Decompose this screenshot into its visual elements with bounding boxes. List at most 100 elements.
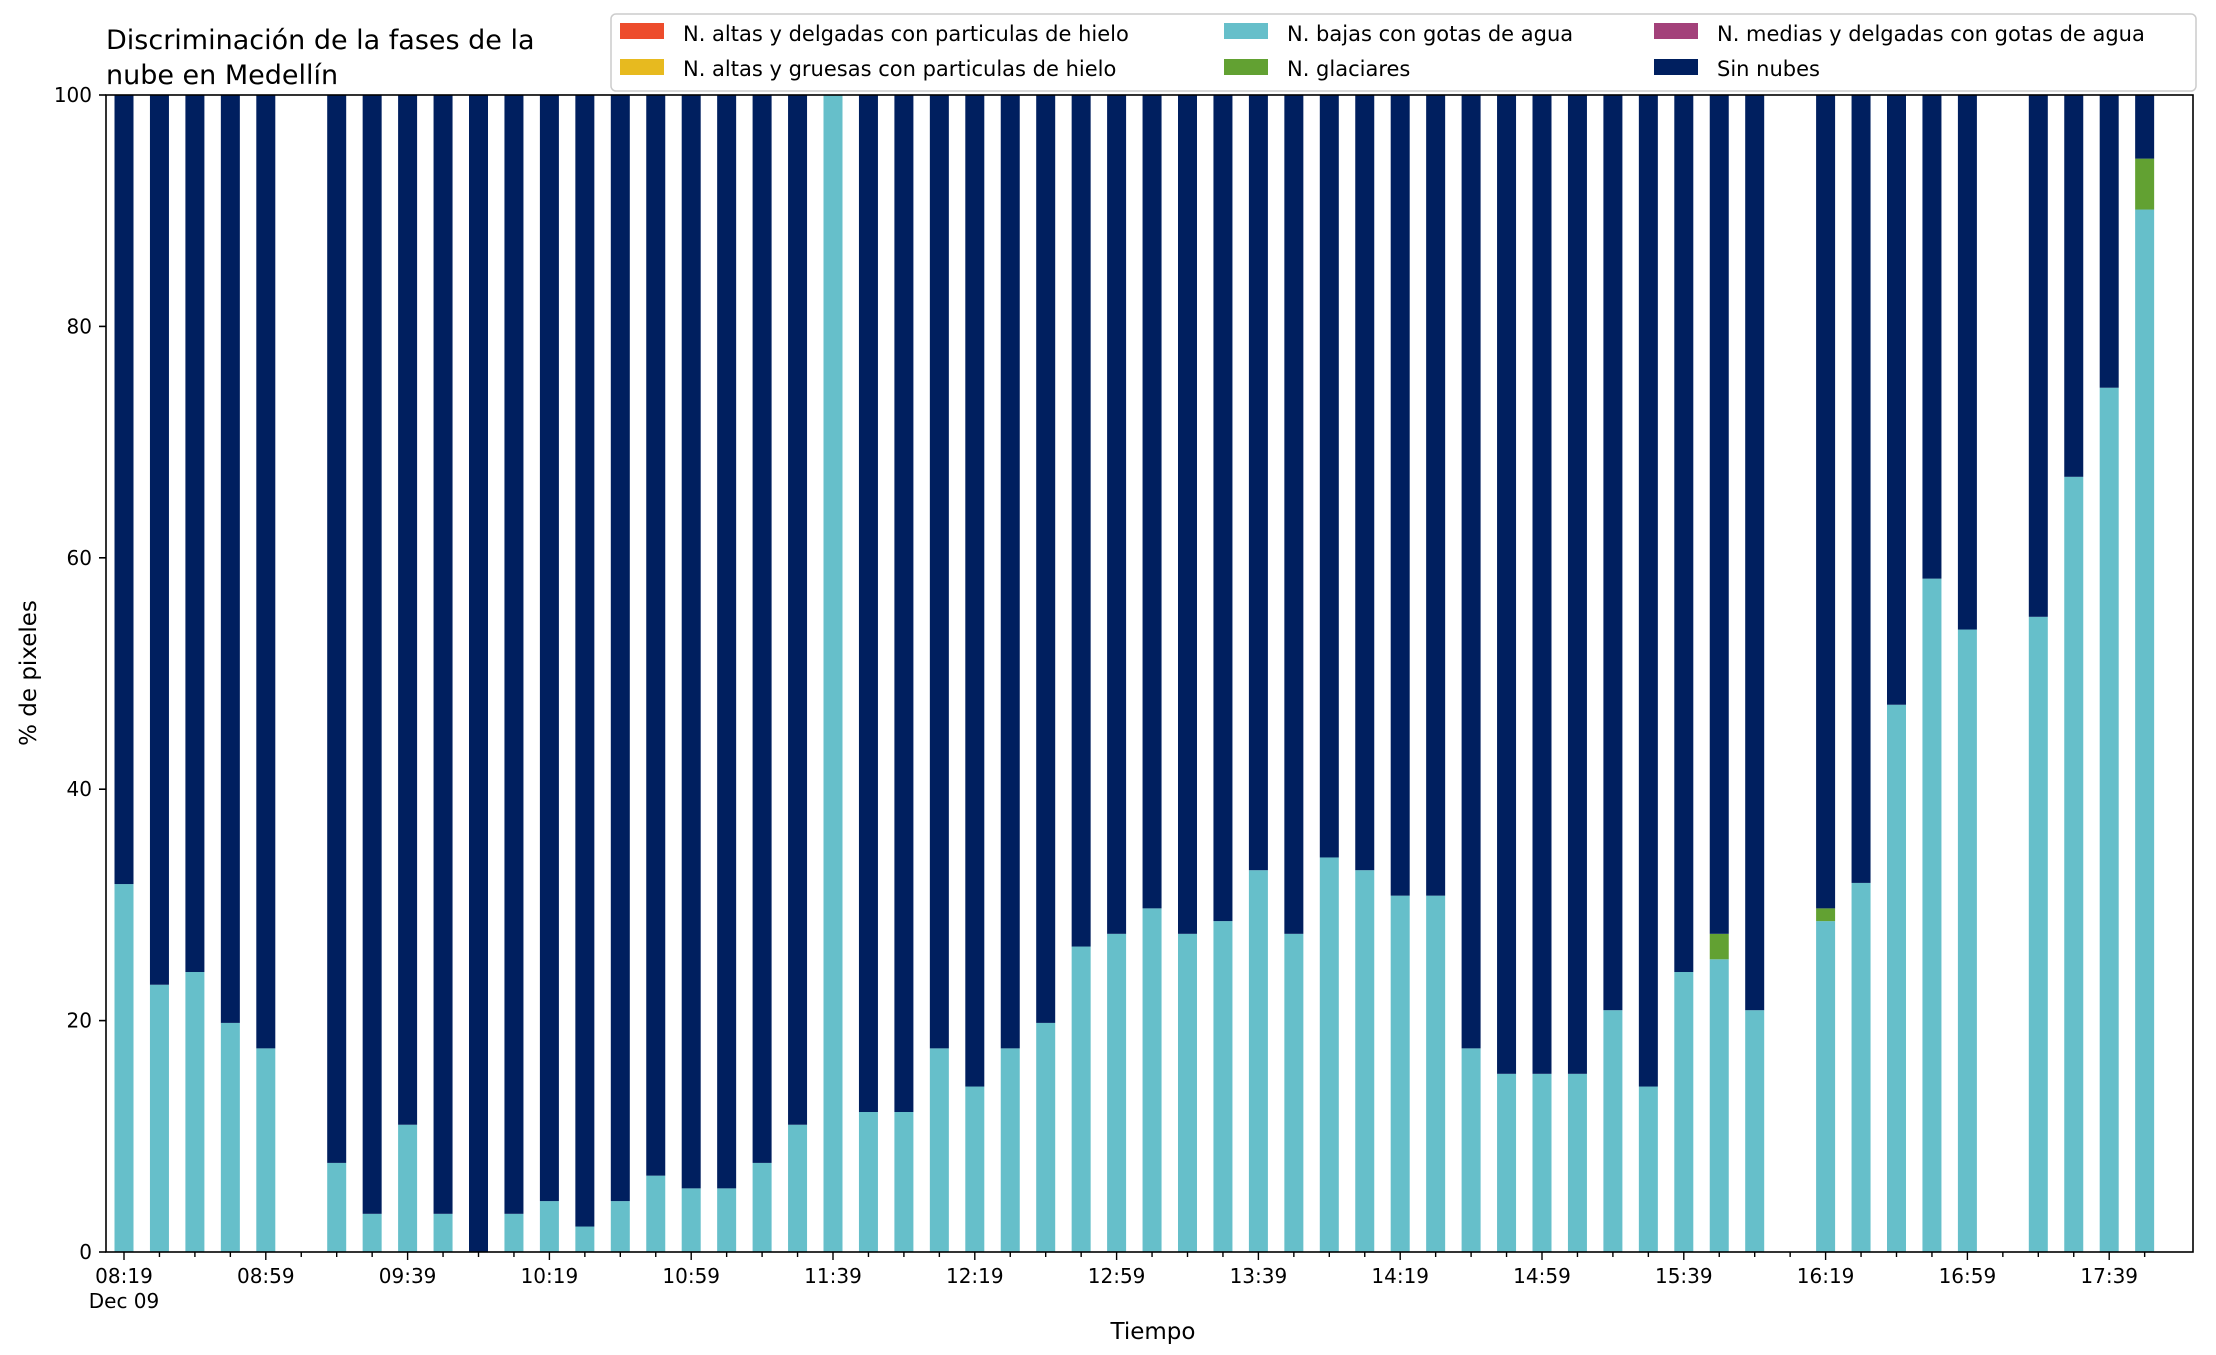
bar-low-30 [1178,933,1197,1252]
bar-low-16 [681,1188,701,1252]
bar-clear-25 [1000,95,1020,1049]
bar-clear-50 [1887,95,1906,705]
bar-clear-42 [1603,95,1623,1011]
bar-clear-24 [965,95,985,1087]
bar-clear-16 [681,95,701,1189]
bar-glacier-45 [1709,933,1729,960]
legend-swatch-altas-gruesas [620,59,664,75]
bar-clear-23 [929,95,949,1049]
bar-clear-40 [1532,95,1552,1074]
bar-low-36 [1390,895,1410,1252]
bar-low-0 [114,884,134,1252]
bar-clear-52 [1957,95,1977,630]
x-tick-label-8: 13:39 [1230,1264,1288,1288]
bar-low-56 [2099,387,2119,1253]
bar-low-8 [398,1124,418,1252]
chart-title-line1: Discriminación de la fases de la [106,25,535,56]
y-tick-label-3: 60 [67,546,92,570]
bar-low-1 [149,984,169,1252]
x-tick-label-13: 16:59 [1939,1264,1997,1288]
bar-low-35 [1355,870,1375,1252]
bar-clear-39 [1497,95,1517,1074]
x-tick-label-14: 17:39 [2080,1264,2138,1288]
bar-clear-13 [575,95,595,1227]
x-axis-label: Tiempo [1110,1319,1196,1345]
bar-low-57 [2135,209,2155,1252]
bar-low-11 [504,1213,524,1252]
bar-clear-6 [327,95,347,1163]
bar-clear-21 [858,95,878,1112]
bar-clear-34 [1319,95,1339,858]
bar-clear-36 [1390,95,1410,896]
legend-swatch-sin-nubes [1654,59,1698,75]
bar-low-18 [752,1162,772,1252]
bar-low-39 [1497,1073,1517,1252]
bar-clear-37 [1426,95,1446,896]
bar-low-24 [965,1086,985,1252]
bar-low-23 [929,1048,949,1252]
x-tick-label-3: 10:19 [521,1264,579,1288]
bar-low-19 [788,1124,808,1252]
y-axis: 0 20 40 60 80 100 [54,83,106,1264]
bar-clear-15 [646,95,666,1176]
x-tick-label-4: 10:59 [662,1264,720,1288]
bar-low-45 [1709,959,1729,1252]
bar-clear-18 [752,95,772,1163]
legend-swatch-altas-delgadas [620,23,664,39]
y-tick-label-4: 80 [67,314,92,338]
bar-low-13 [575,1226,595,1252]
bar-clear-55 [2064,95,2084,477]
bar-low-37 [1426,895,1446,1252]
bar-clear-31 [1213,95,1233,922]
y-tick-label-2: 40 [67,777,92,801]
legend-label-glaciares: N. glaciares [1287,57,1410,81]
bar-clear-14 [610,95,630,1202]
bar-low-48 [1816,921,1836,1252]
bar-low-52 [1957,629,1977,1252]
y-axis-label: % de pixeles [16,600,42,746]
bar-clear-33 [1284,95,1304,934]
bar-low-44 [1674,972,1694,1252]
x-tick-label-5: 11:39 [804,1264,862,1288]
bar-low-54 [2028,616,2048,1252]
bar-clear-17 [717,95,737,1189]
x-tick-label-7: 12:59 [1088,1264,1146,1288]
bar-clear-30 [1178,95,1197,934]
bar-low-7 [362,1213,382,1252]
bar-glacier-57 [2135,158,2155,210]
bar-low-41 [1567,1073,1587,1252]
bar-low-15 [646,1175,666,1252]
bar-clear-9 [433,95,453,1214]
bar-clear-45 [1709,95,1729,934]
bar-low-26 [1036,1022,1056,1252]
legend: N. altas y delgadas con particulas de hi… [610,13,2197,92]
plot-frame [105,94,2194,1253]
bar-glacier-48 [1816,908,1836,922]
bar-clear-46 [1745,95,1765,1011]
bar-low-17 [717,1188,737,1252]
bar-low-42 [1603,1010,1623,1252]
bar-clear-56 [2099,95,2119,388]
legend-swatch-glaciares [1224,59,1268,75]
bar-clear-19 [788,95,808,1125]
bar-low-51 [1922,578,1942,1252]
bar-clear-38 [1461,95,1481,1049]
bar-clear-12 [539,95,559,1202]
bar-low-20 [823,95,843,1252]
x-tick-label-11: 15:39 [1655,1264,1713,1288]
x-tick-label-1: 08:59 [237,1264,295,1288]
bar-clear-3 [220,95,240,1023]
x-tick-label-12: 16:19 [1797,1264,1855,1288]
bar-clear-22 [894,95,914,1112]
bar-clear-10 [469,95,488,1252]
bar-low-46 [1745,1010,1765,1252]
bar-low-55 [2064,476,2084,1252]
bar-clear-43 [1638,95,1658,1087]
legend-label-medias: N. medias y delgadas con gotas de agua [1717,22,2145,46]
bar-low-40 [1532,1073,1552,1252]
bar-low-33 [1284,933,1304,1252]
x-tick-label-2: 09:39 [379,1264,437,1288]
bar-clear-28 [1107,95,1127,934]
bar-clear-1 [149,95,169,985]
